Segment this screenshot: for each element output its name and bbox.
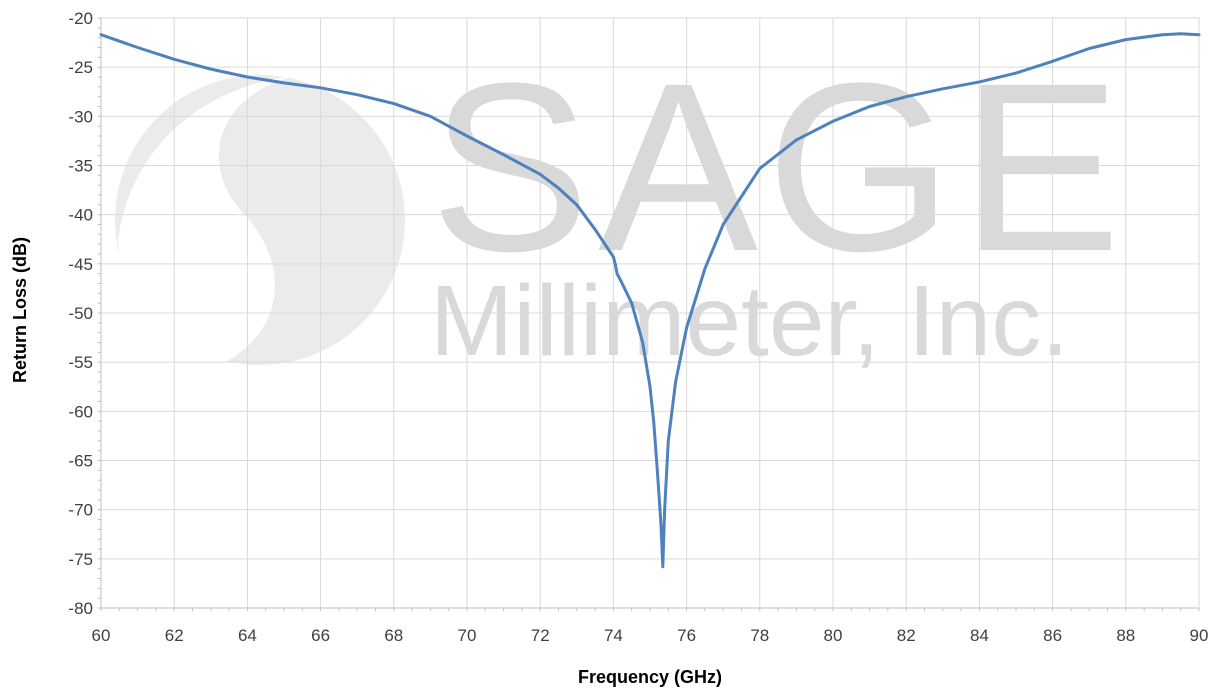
y-tick-label: -60 xyxy=(68,402,93,421)
y-tick-label: -65 xyxy=(68,452,93,471)
x-tick-label: 82 xyxy=(897,626,916,645)
x-tick-labels: 60 62 64 66 68 70 72 74 76 78 80 82 84 86 88 90 xyxy=(92,626,1209,645)
x-tick-label: 76 xyxy=(677,626,696,645)
x-tick-label: 78 xyxy=(750,626,769,645)
grid-lines xyxy=(101,17,1200,608)
x-tick-label: 74 xyxy=(604,626,623,645)
x-tick-label: 66 xyxy=(311,626,330,645)
y-tick-label: -55 xyxy=(68,353,93,372)
y-tick-label: -75 xyxy=(68,550,93,569)
x-tick-label: 90 xyxy=(1190,626,1209,645)
y-tick-label: -25 xyxy=(68,58,93,77)
y-tick-label: -40 xyxy=(68,206,93,225)
series-group xyxy=(99,32,1201,569)
y-axis-title: Return Loss (dB) xyxy=(10,237,30,383)
x-tick-label: 72 xyxy=(531,626,550,645)
y-tick-label: -70 xyxy=(68,501,93,520)
y-tick-label: -45 xyxy=(68,255,93,274)
watermark-sage-text: SAGE xyxy=(430,33,1129,301)
y-tick-label: -50 xyxy=(68,304,93,323)
watermark-logo-swirl xyxy=(118,75,300,362)
x-tick-label: 60 xyxy=(92,626,111,645)
x-tick-label: 80 xyxy=(824,626,843,645)
x-tick-label: 88 xyxy=(1116,626,1135,645)
y-tick-label: -30 xyxy=(68,107,93,126)
x-tick-label: 64 xyxy=(238,626,257,645)
sage-millimeter-watermark: SAGE Millimeter, Inc. xyxy=(115,33,1129,377)
watermark-company-text: Millimeter, Inc. xyxy=(430,265,1069,377)
x-tick-label: 62 xyxy=(165,626,184,645)
axes xyxy=(98,17,1200,611)
y-tick-label: -20 xyxy=(68,9,93,28)
y-tick-labels: -20 -25 -30 -35 -40 -45 -50 -55 -60 -65 -70 -75 -80 xyxy=(68,9,93,618)
x-tick-label: 86 xyxy=(1043,626,1062,645)
y-tick-label: -80 xyxy=(68,599,93,618)
series-line xyxy=(99,32,1201,569)
x-axis-title: Frequency (GHz) xyxy=(578,667,722,687)
y-tick-label: -35 xyxy=(68,157,93,176)
x-tick-label: 68 xyxy=(384,626,403,645)
x-tick-label: 70 xyxy=(458,626,477,645)
x-tick-label: 84 xyxy=(970,626,989,645)
